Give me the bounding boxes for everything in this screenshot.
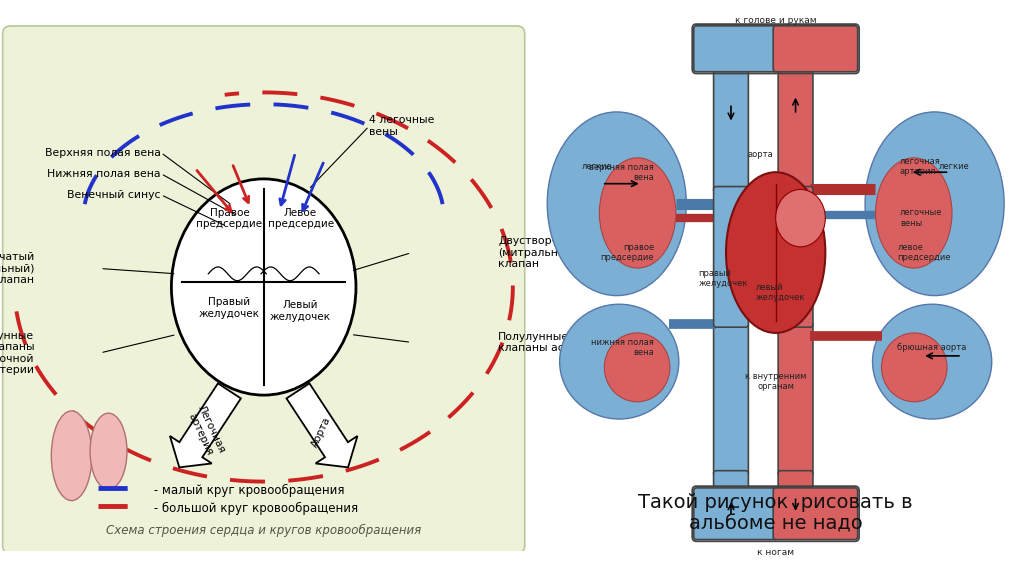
Text: легкие: легкие: [939, 162, 970, 171]
Text: 4 легочные
вены: 4 легочные вены: [369, 115, 434, 137]
FancyBboxPatch shape: [773, 488, 858, 540]
Ellipse shape: [171, 179, 356, 395]
Ellipse shape: [604, 333, 670, 402]
Text: к ногам: к ногам: [757, 548, 795, 557]
FancyBboxPatch shape: [714, 471, 749, 494]
Ellipse shape: [599, 158, 676, 268]
Text: нижняя полая
вена: нижняя полая вена: [591, 338, 654, 357]
FancyBboxPatch shape: [778, 66, 813, 192]
Ellipse shape: [776, 189, 825, 247]
FancyArrow shape: [170, 383, 241, 467]
Ellipse shape: [51, 411, 92, 501]
Ellipse shape: [882, 333, 947, 402]
Text: брюшная аорта: брюшная аорта: [897, 343, 967, 352]
Text: Такой рисунок  рисовать в
альбоме не надо: Такой рисунок рисовать в альбоме не надо: [638, 493, 913, 534]
Text: Полулунные
клапаны аорты: Полулунные клапаны аорты: [499, 332, 587, 353]
Text: Правое
предсердие: Правое предсердие: [197, 208, 262, 229]
Text: Верхняя полая вена: Верхняя полая вена: [45, 148, 161, 157]
Ellipse shape: [560, 304, 679, 419]
Text: левый
желудочек: левый желудочек: [756, 283, 805, 302]
Text: Венечный синус: Венечный синус: [68, 190, 161, 200]
Text: - малый круг кровообращения: - малый круг кровообращения: [151, 483, 345, 497]
Text: легкие: легкие: [582, 162, 612, 171]
Text: Схема строения сердца и кругов кровообращения: Схема строения сердца и кругов кровообра…: [106, 525, 421, 537]
Ellipse shape: [726, 172, 825, 333]
FancyArrow shape: [287, 383, 357, 467]
Ellipse shape: [865, 112, 1005, 296]
Text: верхняя полая
вена: верхняя полая вена: [589, 162, 654, 182]
Ellipse shape: [872, 304, 991, 419]
Text: Нижняя полая вена: Нижняя полая вена: [47, 169, 161, 179]
Text: правый
желудочек: правый желудочек: [698, 269, 749, 288]
Ellipse shape: [90, 413, 127, 490]
Text: Левое
предсердие: Левое предсердие: [267, 208, 334, 229]
Text: Левый
желудочек: Левый желудочек: [270, 300, 331, 321]
Text: Легочная
артерия: Легочная артерия: [185, 404, 226, 460]
Ellipse shape: [876, 158, 952, 268]
Text: легочная
артерия: легочная артерия: [900, 157, 941, 176]
FancyBboxPatch shape: [3, 26, 524, 553]
FancyBboxPatch shape: [693, 488, 778, 540]
FancyBboxPatch shape: [714, 321, 749, 476]
FancyBboxPatch shape: [778, 321, 813, 476]
Text: к внутренним
органам: к внутренним органам: [745, 372, 806, 391]
Text: - большой круг кровообращения: - большой круг кровообращения: [151, 502, 358, 515]
Text: правое
предсердие: правое предсердие: [600, 243, 654, 262]
FancyBboxPatch shape: [778, 471, 813, 494]
Text: левое
предсердие: левое предсердие: [897, 243, 951, 262]
Text: легочные
вены: легочные вены: [900, 208, 942, 228]
Text: к голове и рукам: к голове и рукам: [735, 15, 816, 25]
Text: Правый
желудочек: Правый желудочек: [199, 297, 260, 319]
FancyBboxPatch shape: [714, 187, 749, 327]
Text: Аорта: Аорта: [310, 415, 333, 449]
Text: Полулунные
клапаны
легочной
артерии: Полулунные клапаны легочной артерии: [0, 331, 34, 375]
Ellipse shape: [547, 112, 686, 296]
FancyBboxPatch shape: [773, 26, 858, 72]
Text: Двустворчатый
(митральный)
клапан: Двустворчатый (митральный) клапан: [499, 236, 587, 269]
FancyBboxPatch shape: [714, 66, 749, 192]
Text: Трехстворчатый
(трикуспидальный)
клапан: Трехстворчатый (трикуспидальный) клапан: [0, 252, 34, 285]
FancyBboxPatch shape: [693, 26, 778, 72]
FancyBboxPatch shape: [778, 187, 813, 327]
Text: аорта: аорта: [748, 150, 774, 160]
